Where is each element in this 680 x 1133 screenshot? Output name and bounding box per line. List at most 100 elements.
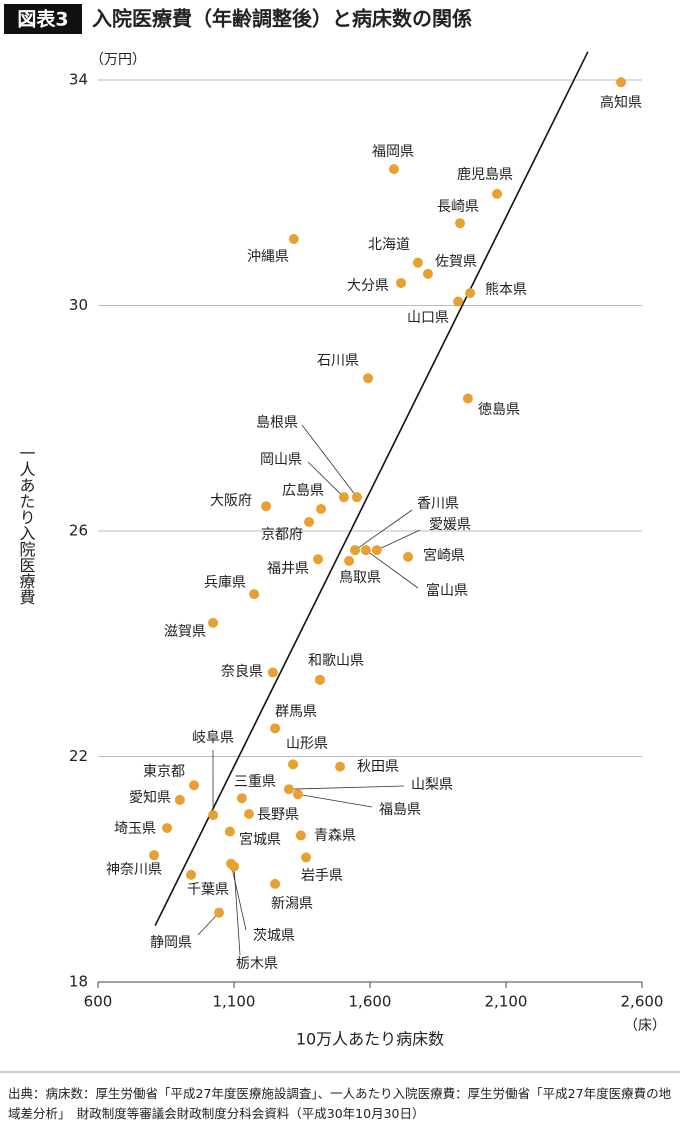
point (270, 878, 281, 889)
point (295, 830, 306, 841)
chart-title: 入院医療費（年齢調整後）と病床数の関係 (92, 7, 472, 31)
leader-line (354, 509, 413, 551)
point-label: 京都府 (261, 527, 303, 543)
leader-line (230, 863, 247, 931)
figure-label-box (4, 4, 82, 34)
x-unit: （床） (624, 1018, 666, 1034)
point (267, 667, 278, 678)
point (229, 861, 239, 872)
leader-line (376, 529, 421, 551)
point-label: 長崎県 (437, 199, 479, 215)
point-label: 岐阜県 (192, 729, 234, 746)
point-label: 富山県 (426, 582, 468, 599)
point-label: 愛知県 (129, 789, 171, 806)
x-tick-label: 1,100 (213, 993, 256, 1011)
point-label: 島根県 (256, 415, 298, 431)
point (351, 492, 362, 503)
point-label: 沖縄県 (247, 249, 289, 265)
y-tick-label: 26 (69, 522, 88, 540)
point-label: 熊本県 (485, 282, 527, 298)
point-label: 大分県 (347, 278, 389, 294)
point (371, 545, 382, 556)
point (208, 617, 219, 628)
point (314, 674, 325, 685)
x-axis-title: 10万人あたり病床数 (296, 1030, 444, 1049)
point-label: 岡山県 (260, 452, 302, 468)
point-label: 岩手県 (301, 868, 343, 884)
leader-line (301, 424, 358, 498)
point-label: 福島県 (379, 802, 421, 818)
point-label: 茨城県 (253, 928, 295, 944)
point (455, 218, 466, 229)
leader-line (365, 549, 419, 589)
point-label: 和歌山県 (308, 653, 364, 669)
source-note: 出典：病床数：厚生労働省「平成27年度医療施設調査」、一人あたり入院医療費：厚生… (8, 1086, 672, 1121)
point-label: 滋賀県 (164, 624, 206, 640)
leader-line (307, 461, 345, 498)
point (243, 809, 254, 820)
point-label: 新潟県 (271, 896, 313, 912)
point-label: 香川県 (417, 496, 459, 512)
point-label: 栃木県 (236, 956, 278, 972)
point (344, 555, 355, 566)
point-label: 秋田県 (357, 759, 399, 775)
y-tick-label: 22 (69, 747, 88, 765)
point-label: 宮崎県 (423, 548, 465, 564)
y-tick-label: 18 (69, 973, 88, 991)
figure-label: 図表3 (17, 8, 68, 31)
y-tick-label: 30 (69, 296, 88, 314)
x-tick-label: 2,600 (621, 993, 664, 1011)
point-label: 徳島県 (478, 402, 520, 418)
point (360, 545, 371, 556)
y-tick-label: 34 (69, 71, 88, 89)
point (465, 288, 476, 299)
point-label: 鹿児島県 (457, 166, 513, 183)
point (301, 852, 312, 863)
point-label: 福井県 (267, 561, 309, 577)
point (236, 793, 247, 804)
y-unit: （万円） (90, 52, 146, 68)
point (316, 504, 327, 515)
point (335, 761, 346, 772)
point (396, 277, 407, 288)
point (453, 296, 464, 307)
point-label: 神奈川県 (106, 862, 162, 878)
leader-line (233, 866, 241, 956)
point-label: 静岡県 (150, 935, 192, 951)
y-axis-title: 一人あたり入院医療費 (17, 445, 36, 605)
point-label: 奈良県 (221, 664, 263, 680)
point-label: 広島県 (282, 483, 324, 499)
point (292, 789, 303, 800)
point (338, 492, 349, 503)
point (214, 907, 225, 918)
point-label: 千葉県 (187, 882, 229, 898)
point (350, 545, 361, 556)
point (162, 823, 173, 834)
point-label: 青森県 (314, 828, 356, 844)
point (616, 77, 627, 88)
point (288, 233, 299, 244)
point (422, 268, 433, 279)
point-label: 高知県 (600, 94, 642, 111)
point (403, 551, 414, 562)
point-label: 北海道 (368, 237, 410, 253)
point (224, 826, 235, 837)
point-label: 福岡県 (372, 144, 414, 160)
leader-line (297, 793, 373, 808)
point (149, 850, 160, 861)
point (304, 516, 315, 527)
point (283, 784, 294, 795)
point-label: 愛媛県 (429, 517, 471, 533)
x-tick-label: 1,600 (349, 993, 392, 1011)
point (462, 393, 473, 404)
point (288, 759, 299, 770)
point (270, 723, 281, 734)
point-label: 長野県 (257, 807, 299, 823)
point (249, 589, 260, 600)
x-tick-label: 600 (84, 993, 113, 1011)
point (208, 810, 219, 821)
x-tick-label: 2,100 (485, 993, 528, 1011)
point-label: 大阪府 (210, 493, 252, 509)
point-label: 石川県 (317, 353, 359, 369)
point (388, 164, 399, 175)
